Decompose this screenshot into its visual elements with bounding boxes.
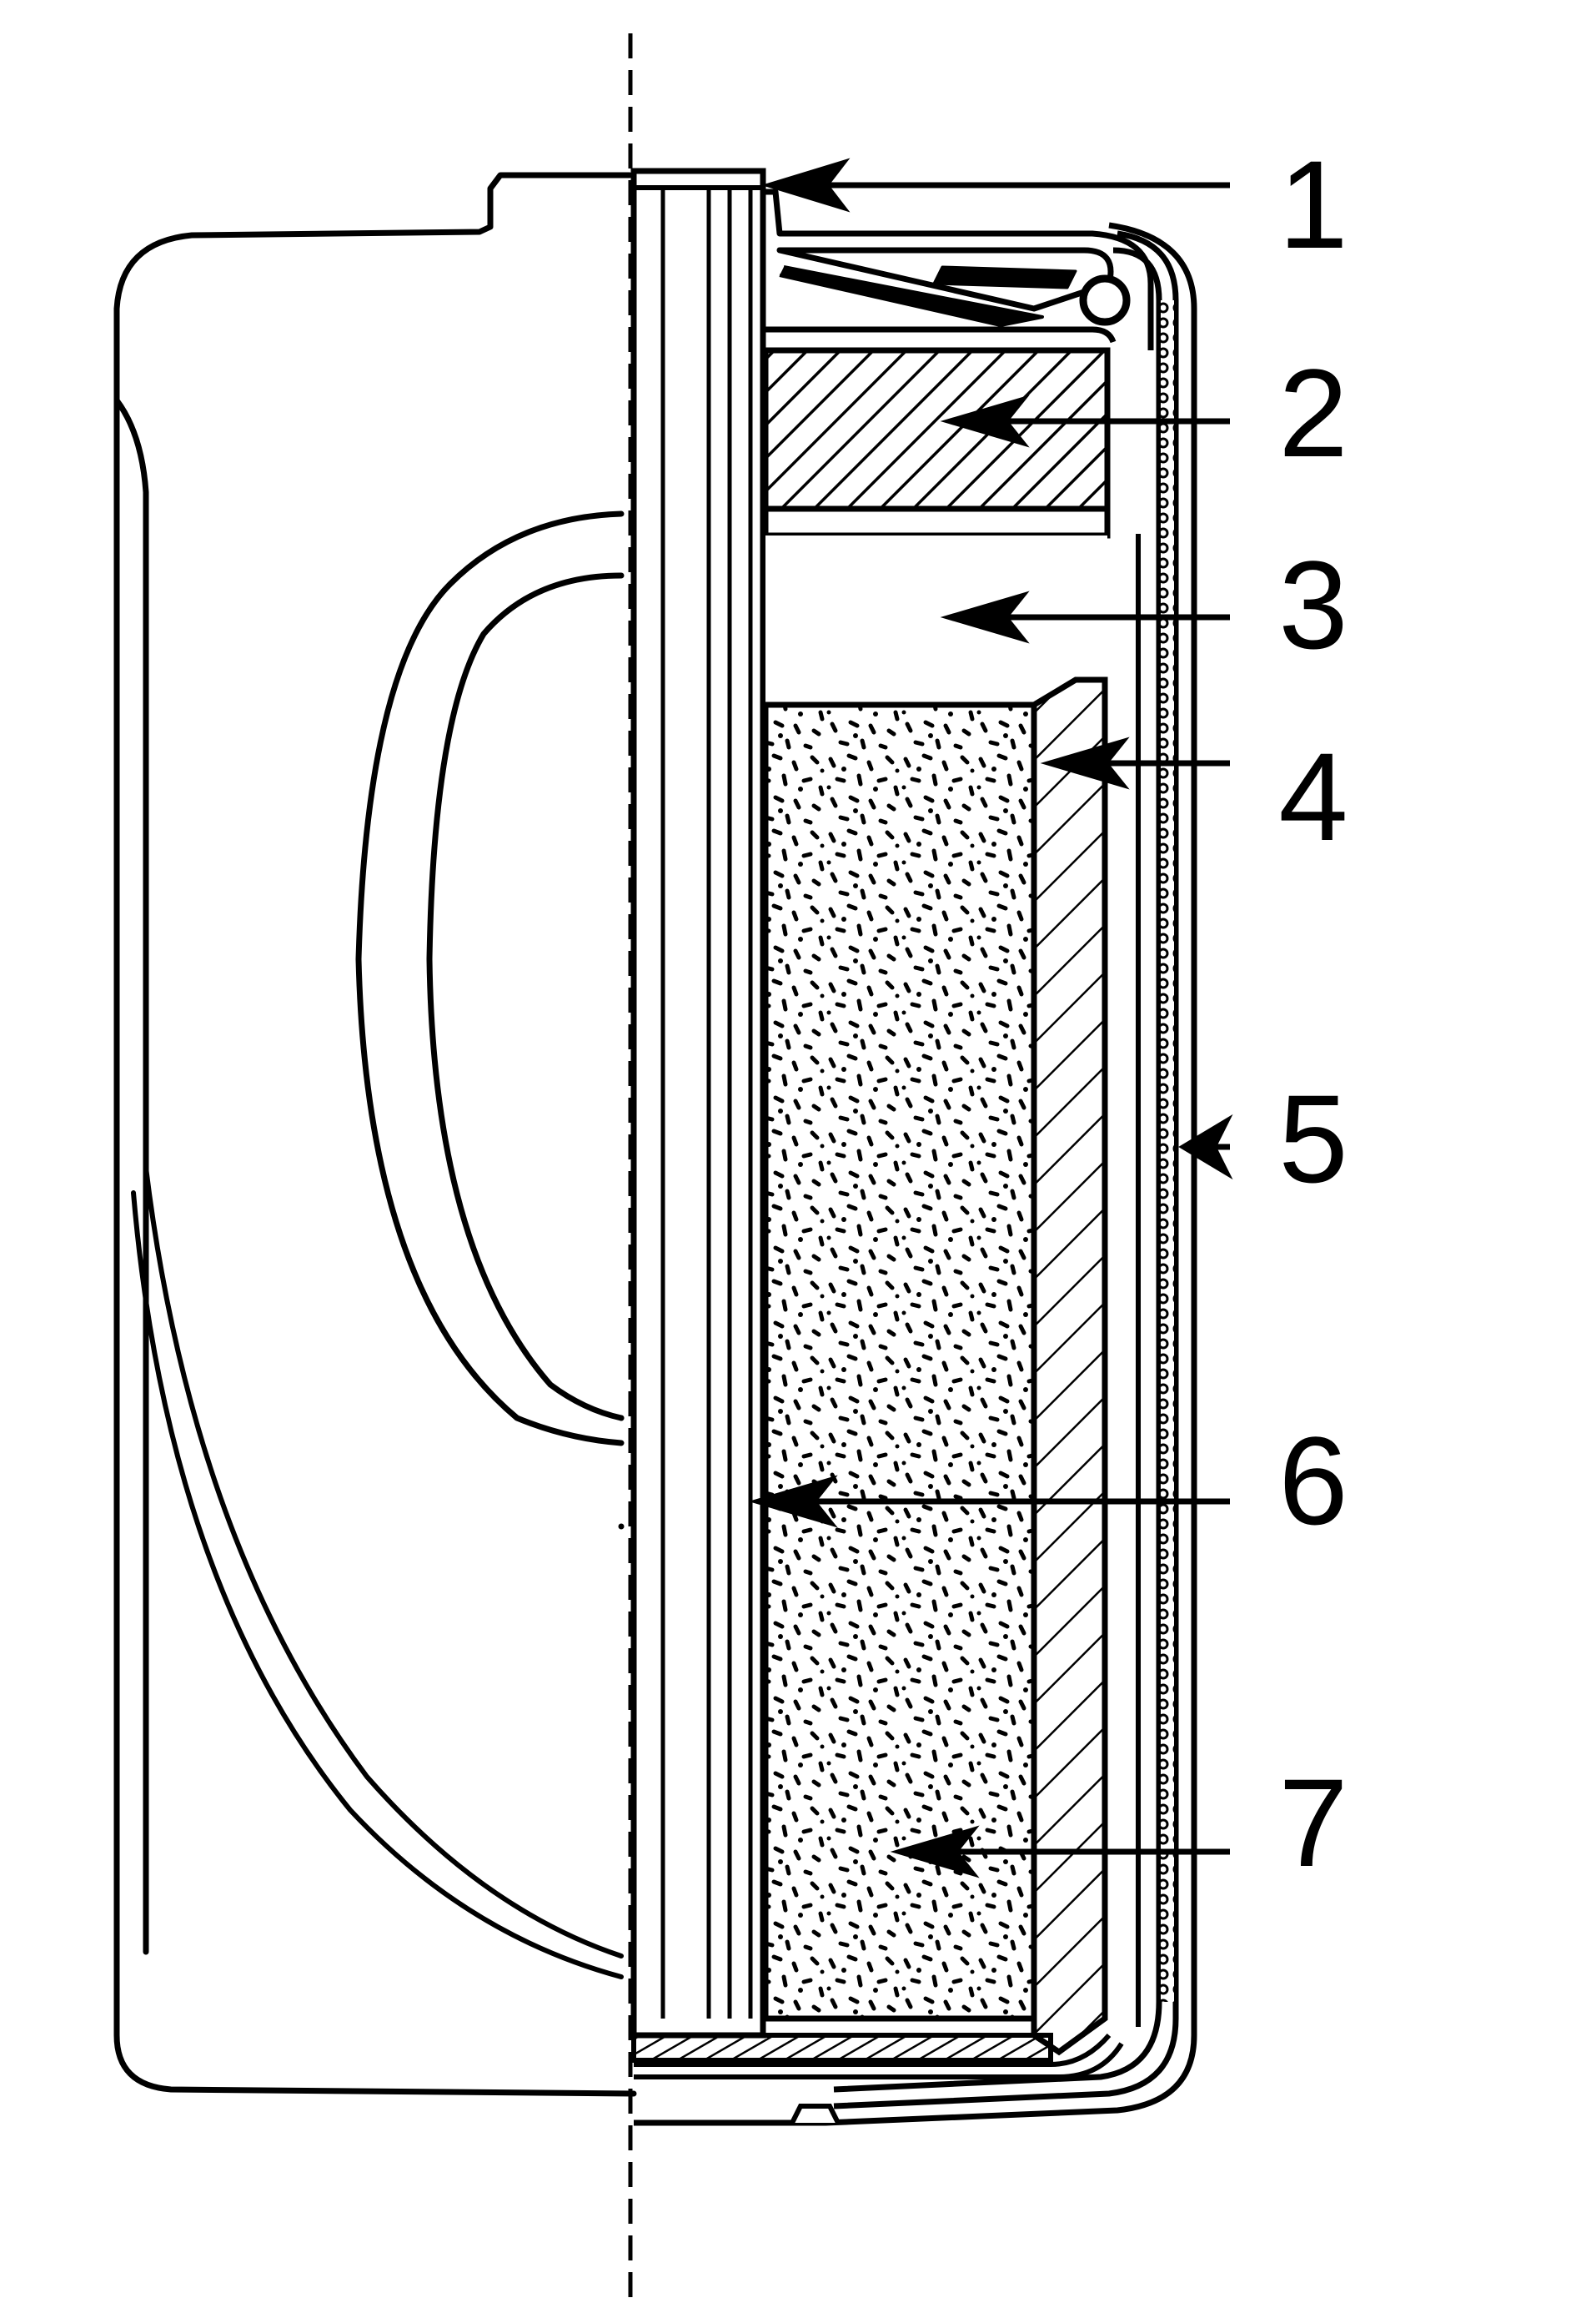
left-inner-edge (113, 397, 149, 1955)
arrow-7 (890, 1825, 1230, 1878)
washer-plate (762, 505, 1111, 539)
arrow-5 (1178, 1114, 1233, 1180)
central-electrode (630, 168, 766, 2039)
callout-4: 4 (1278, 727, 1348, 867)
callout-2: 2 (1278, 343, 1348, 483)
zinc-electrode (1031, 676, 1108, 2056)
outer-can (833, 230, 1179, 2109)
side-handle (355, 510, 625, 1530)
bottom-disc (631, 2033, 1124, 2124)
insulation-layer (1161, 300, 1174, 2002)
depolarizer-mix (762, 701, 1037, 2022)
arrow-3 (940, 591, 1230, 644)
callout-3: 3 (1278, 535, 1348, 675)
callout-1: 1 (1278, 134, 1348, 274)
arrow-1 (761, 158, 1230, 213)
top-seal (760, 189, 1154, 350)
callout-7: 7 (1278, 1752, 1348, 1893)
exterior-body (113, 172, 637, 2097)
leader-lines (748, 158, 1233, 1878)
sealing-compound (762, 347, 1111, 512)
callout-6: 6 (1278, 1410, 1348, 1551)
callout-5: 5 (1278, 1069, 1348, 1209)
arrow-4 (1040, 737, 1230, 790)
outer-jacket (634, 222, 1197, 2126)
exterior-contour-lines (131, 1165, 624, 1979)
arrow-6 (748, 1475, 1230, 1528)
left-top-nub (113, 172, 637, 2097)
arrow-2 (940, 395, 1230, 448)
